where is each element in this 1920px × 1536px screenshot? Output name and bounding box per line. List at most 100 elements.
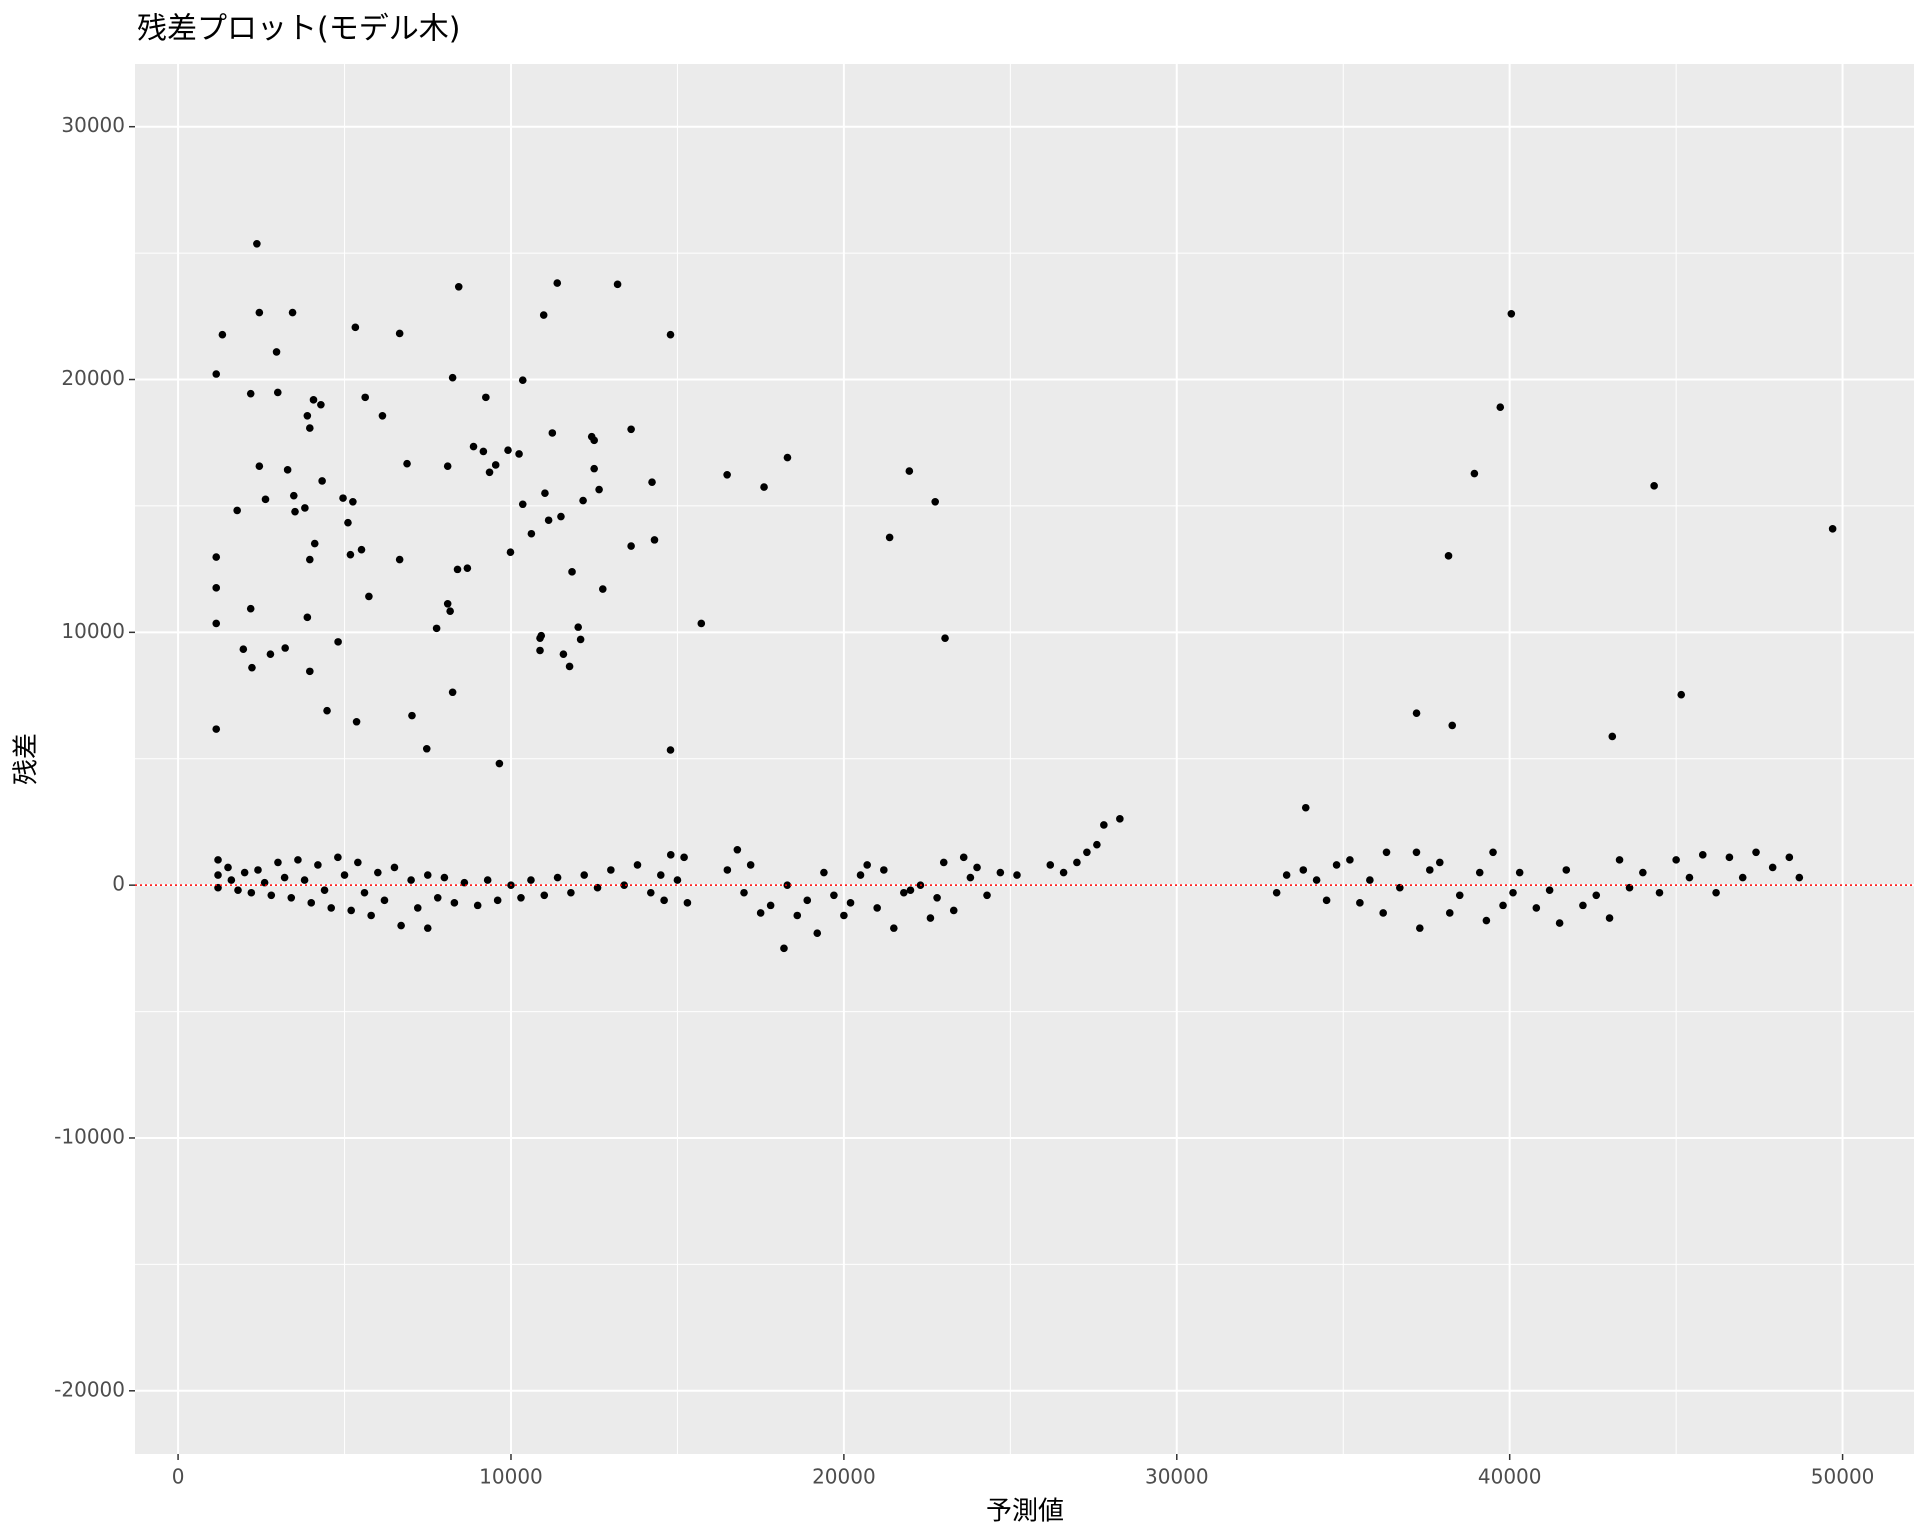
point bbox=[941, 634, 949, 642]
point bbox=[527, 529, 536, 538]
point bbox=[1672, 856, 1680, 864]
point bbox=[307, 899, 316, 907]
point bbox=[885, 533, 894, 542]
point bbox=[224, 863, 232, 872]
point bbox=[495, 759, 504, 768]
point bbox=[212, 370, 221, 378]
point bbox=[479, 447, 488, 456]
point bbox=[334, 853, 342, 862]
point bbox=[567, 888, 575, 897]
point bbox=[905, 467, 914, 475]
point bbox=[1412, 848, 1421, 857]
point bbox=[454, 282, 463, 291]
point bbox=[1507, 310, 1516, 318]
point bbox=[1013, 871, 1021, 879]
point bbox=[320, 886, 329, 895]
point bbox=[627, 542, 635, 550]
x-tick-label: 40000 bbox=[1478, 1465, 1542, 1489]
point bbox=[306, 667, 314, 676]
point bbox=[627, 425, 635, 434]
point bbox=[890, 924, 898, 932]
point bbox=[1482, 916, 1491, 925]
point bbox=[1435, 858, 1444, 867]
point bbox=[1738, 873, 1747, 882]
point bbox=[1685, 873, 1694, 882]
point bbox=[397, 921, 405, 930]
point bbox=[576, 635, 585, 644]
point bbox=[1425, 866, 1434, 874]
point bbox=[540, 891, 549, 900]
point bbox=[840, 911, 848, 920]
point bbox=[1725, 853, 1734, 862]
point bbox=[863, 861, 871, 869]
point bbox=[255, 308, 264, 317]
point bbox=[294, 856, 302, 864]
point bbox=[281, 644, 289, 652]
point bbox=[349, 498, 357, 506]
point bbox=[303, 613, 312, 622]
point bbox=[1366, 876, 1374, 884]
point bbox=[873, 904, 881, 912]
point bbox=[1073, 858, 1081, 867]
point bbox=[1455, 891, 1464, 900]
point bbox=[1677, 690, 1686, 699]
point bbox=[646, 888, 655, 897]
point bbox=[590, 436, 598, 445]
point bbox=[443, 462, 452, 470]
point bbox=[318, 477, 326, 485]
point bbox=[1083, 848, 1091, 857]
point bbox=[590, 464, 598, 473]
point bbox=[783, 453, 792, 462]
point bbox=[856, 871, 865, 879]
point bbox=[423, 924, 432, 932]
y-tick-label: 30000 bbox=[61, 113, 125, 137]
point bbox=[273, 388, 282, 397]
point bbox=[966, 873, 975, 882]
point bbox=[1712, 888, 1720, 897]
point bbox=[1100, 821, 1108, 829]
point bbox=[212, 619, 221, 628]
point bbox=[733, 845, 742, 854]
point bbox=[683, 899, 692, 907]
point bbox=[949, 906, 958, 915]
point bbox=[666, 746, 675, 754]
point bbox=[413, 904, 422, 912]
point bbox=[306, 555, 314, 564]
point bbox=[378, 411, 387, 420]
point bbox=[541, 489, 549, 498]
point bbox=[766, 901, 775, 910]
point bbox=[518, 500, 527, 509]
point bbox=[1698, 851, 1707, 859]
point bbox=[214, 871, 222, 879]
point bbox=[327, 904, 336, 912]
point bbox=[557, 512, 565, 521]
point bbox=[1555, 919, 1564, 927]
point bbox=[280, 873, 289, 882]
y-tick-label: -20000 bbox=[54, 1377, 125, 1401]
point bbox=[1579, 901, 1587, 910]
point bbox=[463, 564, 472, 572]
point bbox=[900, 888, 908, 897]
point bbox=[255, 462, 264, 470]
point bbox=[1605, 914, 1614, 922]
point bbox=[983, 891, 991, 900]
point bbox=[450, 899, 459, 907]
point bbox=[579, 496, 587, 505]
point bbox=[1416, 924, 1424, 932]
point bbox=[443, 599, 452, 608]
point bbox=[536, 646, 544, 655]
point bbox=[1499, 901, 1507, 910]
point bbox=[1299, 866, 1308, 874]
x-tick-label: 30000 bbox=[1145, 1465, 1209, 1489]
point bbox=[390, 863, 399, 872]
point bbox=[274, 858, 282, 867]
point bbox=[931, 498, 939, 506]
point bbox=[1312, 876, 1321, 884]
point bbox=[933, 893, 941, 902]
point bbox=[1496, 403, 1505, 412]
point bbox=[339, 494, 347, 502]
point bbox=[1116, 815, 1124, 823]
point bbox=[317, 400, 325, 409]
point bbox=[473, 901, 482, 910]
point bbox=[485, 468, 494, 477]
